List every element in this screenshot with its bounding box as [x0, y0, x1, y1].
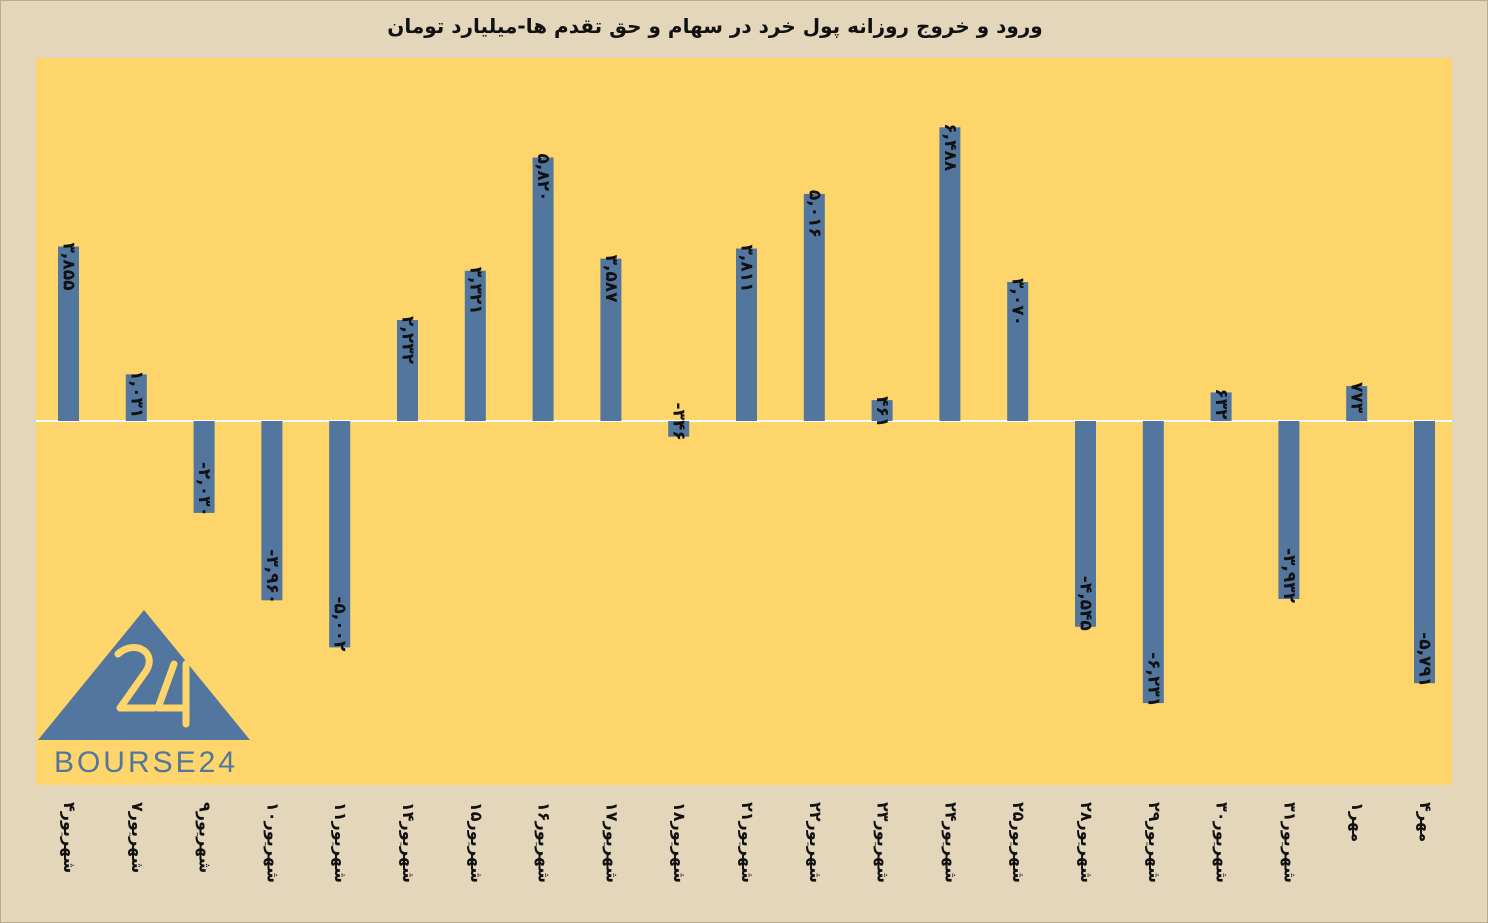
bar	[939, 127, 961, 422]
data-label: ۳,۳۲۱	[465, 267, 485, 315]
logo-wordmark: BOURSE24	[54, 746, 238, 778]
category-label: ۴شهریور	[60, 802, 79, 873]
bar	[803, 193, 825, 421]
data-label: -۴,۵۴۵	[1076, 576, 1096, 631]
data-label: ۵,۰۱۶	[804, 190, 824, 238]
category-label: ۳۰شهریور	[1213, 802, 1232, 883]
data-label: -۳,۹۶۰	[262, 549, 282, 604]
category-label: ۲۲شهریور	[806, 802, 825, 883]
bar	[668, 421, 690, 437]
bar	[1142, 421, 1164, 704]
data-label: -۶,۲۳۱	[1143, 652, 1163, 707]
category-label: ۱۵شهریور	[467, 802, 486, 883]
bourse24-logo: BOURSE24	[38, 610, 250, 778]
bar	[58, 246, 79, 421]
data-label: ۳,۸۱۱	[737, 245, 757, 293]
bar	[1075, 421, 1096, 627]
data-label: -۲,۰۳۰	[194, 462, 214, 517]
category-label: ۲۴شهریور	[941, 802, 960, 883]
category-label: ۴مهر	[1416, 802, 1435, 842]
category-label: ۱۸شهریور	[670, 802, 689, 883]
chart-title: ورود و خروج روزانه پول خرد در سهام و حق …	[387, 14, 1043, 38]
data-label: ۳,۰۷۰	[1008, 278, 1028, 326]
bar	[1007, 282, 1029, 421]
bar	[1346, 386, 1368, 421]
category-label: ۱۶شهریور	[535, 802, 554, 883]
bar	[1210, 392, 1232, 421]
data-label: ۶۳۲	[1211, 388, 1231, 420]
category-label: ۳۱شهریور	[1280, 802, 1299, 883]
category-label: ۲۸شهریور	[1077, 802, 1096, 883]
bar	[1278, 421, 1300, 599]
data-label: ۳,۸۵۵	[59, 243, 79, 291]
data-label: -۳۴۶	[669, 403, 689, 441]
category-label: ۱۷شهریور	[602, 802, 621, 883]
category-label: ۲۱شهریور	[738, 802, 757, 883]
bar	[464, 270, 486, 421]
logo-digit-4	[154, 660, 190, 728]
bar	[125, 374, 147, 421]
data-label: ۲,۲۳۲	[398, 316, 418, 365]
bar	[1414, 421, 1435, 684]
logo-digit-2	[114, 644, 158, 712]
bar	[261, 421, 283, 601]
data-label: ۶,۴۸۸	[940, 123, 960, 172]
bar	[397, 320, 418, 421]
category-label: ۲۵شهریور	[1009, 802, 1028, 883]
data-label: ۴۶۱	[872, 396, 892, 427]
bar	[532, 157, 554, 421]
data-label: ۵,۸۲۰	[533, 154, 553, 202]
bar	[871, 400, 893, 421]
data-label: -۵,۰۰۲	[330, 596, 350, 652]
data-label: ۱,۰۳۱	[126, 370, 146, 418]
category-label: ۹شهریور	[196, 802, 215, 873]
category-label: ۱۱شهریور	[331, 802, 350, 883]
bar	[329, 421, 351, 648]
data-label: ۷۷۳	[1347, 382, 1367, 414]
category-label: ۷شهریور	[128, 802, 147, 873]
category-label: ۲۳شهریور	[874, 802, 893, 883]
category-label: ۱۴شهریور	[399, 802, 418, 883]
bar	[193, 421, 215, 513]
category-label: ۱مهر	[1348, 802, 1367, 842]
bar	[600, 258, 622, 421]
data-label: -۵,۷۹۱	[1415, 632, 1435, 687]
category-label: ۱۰شهریور	[263, 802, 282, 883]
data-label: -۳,۹۳۲	[1279, 548, 1299, 604]
category-label: ۲۹شهریور	[1145, 802, 1164, 883]
data-label: ۳,۵۸۷	[601, 255, 621, 304]
bar	[736, 248, 757, 421]
